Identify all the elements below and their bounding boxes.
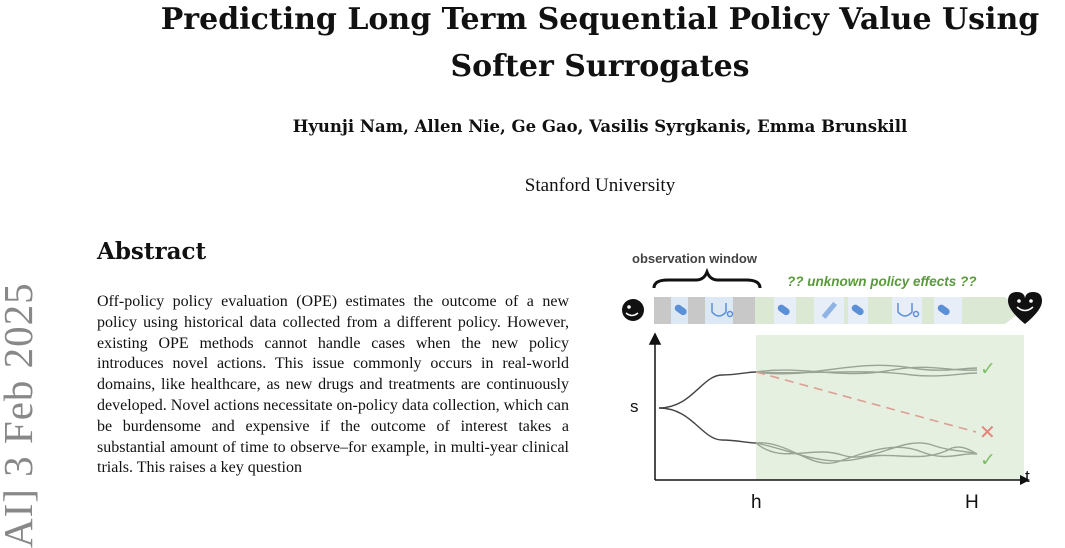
abstract-body: Off-policy policy evaluation (OPE) estim…	[97, 293, 569, 477]
paper-title-line-2: Softer Surrogates	[450, 49, 750, 84]
axis-s-label: s	[630, 397, 639, 416]
timeline-bar	[654, 297, 1022, 324]
stethoscope-icon	[711, 303, 920, 318]
arxiv-side-stamp: AI] 3 Feb 2025	[0, 282, 41, 548]
unknown-effects-label: ?? unknown policy effects ??	[787, 274, 977, 289]
paper-title: Predicting Long Term Sequential Policy V…	[100, 0, 1065, 90]
paper-title-line-1: Predicting Long Term Sequential Policy V…	[160, 2, 1040, 37]
upper-check-icon: ✓	[980, 359, 996, 380]
tick-H-label: H	[965, 492, 979, 513]
tick-h-label: h	[751, 492, 762, 513]
figure-graphic	[622, 267, 1042, 485]
start-face-icon	[622, 299, 644, 321]
policy-figure: observation window ?? unknown policy eff…	[612, 240, 1042, 530]
pill-icon	[674, 304, 950, 316]
failed-cross-icon: ✕	[979, 422, 996, 444]
syringe-icon	[821, 301, 838, 319]
plot-axes	[648, 332, 1030, 485]
branch-curves	[658, 371, 757, 444]
abstract-heading: Abstract	[97, 238, 207, 265]
paper-authors: Hyunji Nam, Allen Nie, Ge Gao, Vasilis S…	[292, 117, 908, 136]
paper-affiliation: Stanford University	[524, 175, 676, 196]
failed-trajectory	[755, 371, 977, 433]
observation-window-label: observation window	[632, 251, 757, 266]
lower-check-icon: ✓	[980, 450, 996, 471]
axis-t-label: t	[1025, 467, 1030, 486]
lower-trajectories	[755, 442, 978, 465]
observation-brace	[652, 267, 762, 289]
upper-trajectories	[755, 364, 978, 377]
heart-face-icon	[1008, 292, 1042, 324]
